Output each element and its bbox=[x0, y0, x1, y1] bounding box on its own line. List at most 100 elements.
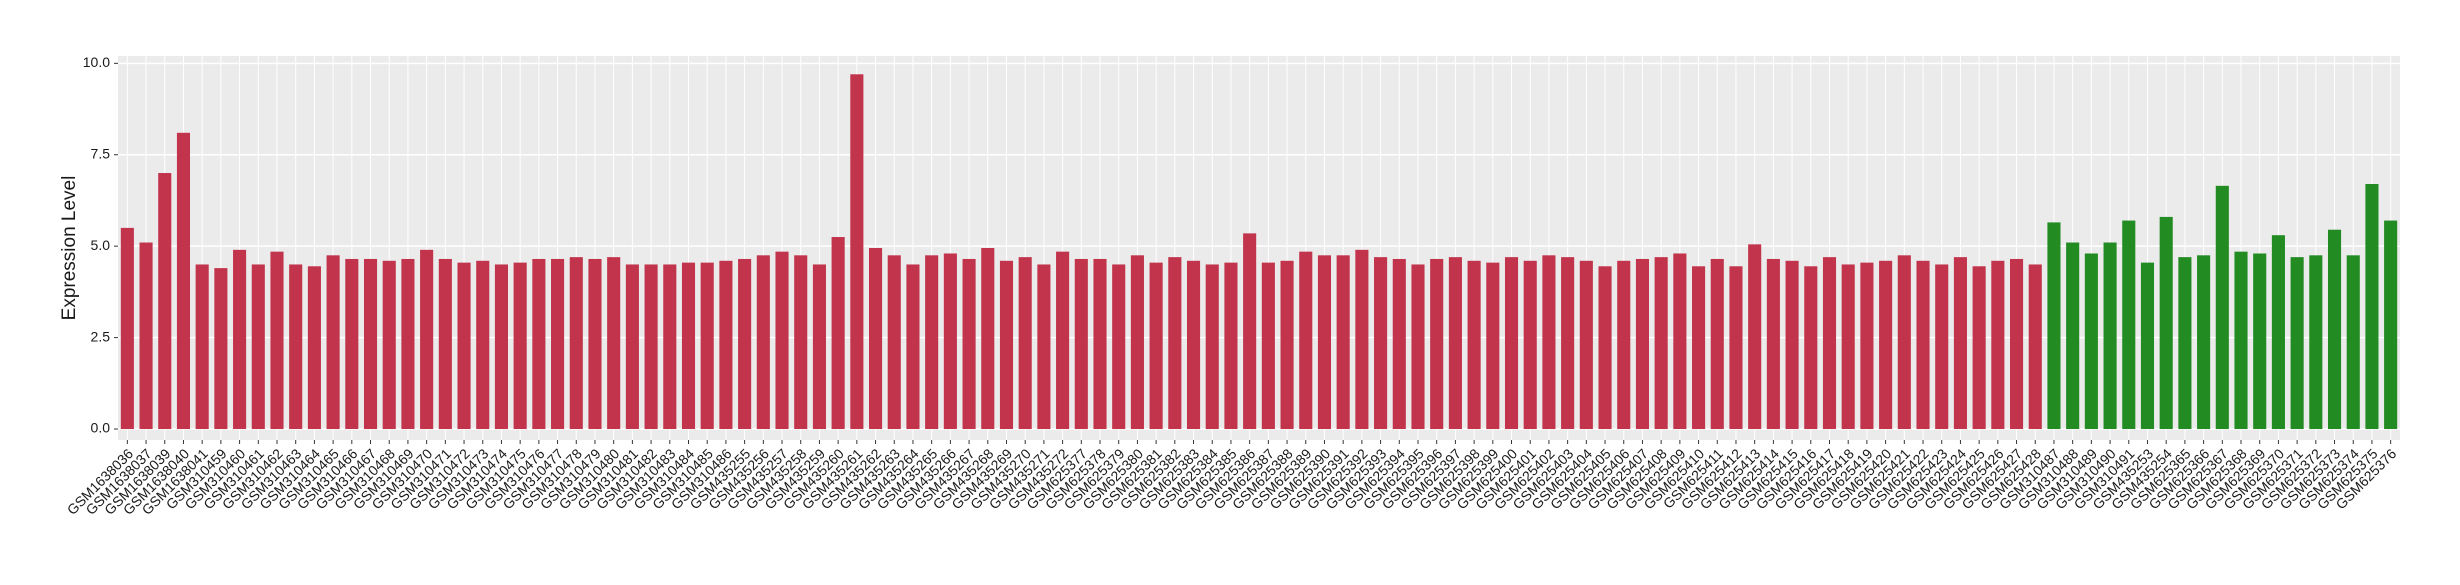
bar bbox=[2365, 184, 2379, 430]
bar bbox=[1804, 266, 1818, 430]
bar bbox=[551, 258, 565, 430]
bar bbox=[1430, 258, 1444, 430]
bar bbox=[513, 262, 527, 430]
bar bbox=[1860, 262, 1874, 430]
bar bbox=[401, 258, 415, 430]
bar bbox=[1467, 260, 1481, 430]
y-tick-label: 5.0 bbox=[91, 237, 111, 253]
bar bbox=[2103, 242, 2117, 430]
bar bbox=[2122, 220, 2136, 430]
bar bbox=[2159, 216, 2173, 430]
bar bbox=[812, 264, 826, 430]
bar bbox=[494, 264, 508, 430]
bar bbox=[2346, 255, 2360, 430]
bar bbox=[1692, 266, 1706, 430]
bar bbox=[794, 255, 808, 430]
bar bbox=[943, 253, 957, 430]
bar bbox=[1037, 264, 1051, 430]
bar bbox=[663, 264, 677, 430]
bar bbox=[345, 258, 359, 430]
bar bbox=[2309, 255, 2323, 430]
bar bbox=[289, 264, 303, 430]
bar bbox=[1074, 258, 1088, 430]
bar bbox=[1879, 260, 1893, 430]
bar bbox=[681, 262, 696, 430]
bar bbox=[251, 264, 265, 430]
bar bbox=[1673, 253, 1687, 430]
bar bbox=[1112, 264, 1126, 430]
bar bbox=[307, 266, 321, 430]
bar bbox=[2271, 235, 2285, 430]
bar bbox=[1617, 260, 1631, 430]
bar bbox=[1336, 255, 1350, 430]
bar bbox=[1654, 257, 1668, 430]
bar bbox=[1186, 260, 1201, 430]
bar bbox=[850, 74, 864, 430]
bar bbox=[775, 251, 789, 430]
bar bbox=[1504, 257, 1519, 430]
bar bbox=[887, 255, 901, 430]
bar bbox=[756, 255, 770, 430]
bar bbox=[476, 260, 490, 430]
bar bbox=[2253, 253, 2267, 430]
bar bbox=[2066, 242, 2080, 430]
bar bbox=[1523, 260, 1537, 430]
bar bbox=[270, 251, 284, 430]
bar bbox=[1710, 258, 1724, 430]
bar bbox=[569, 257, 583, 430]
bar bbox=[981, 248, 995, 430]
bar bbox=[738, 258, 752, 430]
bar bbox=[1243, 233, 1257, 430]
bar bbox=[1093, 258, 1107, 430]
bar bbox=[1897, 255, 1911, 430]
bar bbox=[1261, 262, 1275, 430]
bar bbox=[2047, 222, 2061, 430]
bar bbox=[831, 237, 845, 430]
bar bbox=[1766, 258, 1780, 430]
bar bbox=[1785, 260, 1799, 430]
bar bbox=[1579, 260, 1593, 430]
bar bbox=[120, 227, 134, 430]
bar bbox=[588, 258, 602, 430]
bar bbox=[2234, 251, 2248, 430]
bar bbox=[438, 258, 452, 430]
bar bbox=[1953, 257, 1967, 430]
bar bbox=[607, 257, 621, 430]
y-axis-label: Expression Level bbox=[59, 176, 80, 321]
bar bbox=[158, 173, 172, 430]
bar bbox=[1205, 264, 1219, 430]
bar bbox=[2290, 257, 2304, 430]
bar bbox=[1542, 255, 1556, 430]
bar bbox=[363, 258, 378, 430]
bar bbox=[1729, 266, 1743, 430]
bar bbox=[326, 255, 340, 430]
bar bbox=[139, 242, 153, 430]
bar bbox=[1972, 266, 1986, 430]
bar bbox=[1991, 260, 2005, 430]
bar bbox=[532, 258, 546, 430]
bar bbox=[1392, 258, 1406, 430]
bar bbox=[1374, 257, 1388, 430]
bar bbox=[1018, 257, 1032, 430]
bar bbox=[1280, 260, 1294, 430]
bar bbox=[1916, 260, 1930, 430]
bar bbox=[2327, 229, 2342, 430]
bar bbox=[1561, 257, 1575, 430]
bar bbox=[644, 264, 658, 430]
y-tick-label: 2.5 bbox=[91, 328, 111, 344]
bar bbox=[176, 132, 191, 430]
bar bbox=[906, 264, 920, 430]
bar bbox=[1317, 255, 1332, 430]
bar bbox=[1355, 249, 1369, 430]
bar bbox=[1056, 251, 1070, 430]
bar bbox=[962, 258, 976, 430]
bar bbox=[1935, 264, 1949, 430]
bar bbox=[2140, 262, 2155, 430]
bar bbox=[420, 249, 434, 430]
bar bbox=[1486, 262, 1500, 430]
bar bbox=[999, 260, 1014, 430]
bar bbox=[700, 262, 714, 430]
bar bbox=[1635, 258, 1649, 430]
